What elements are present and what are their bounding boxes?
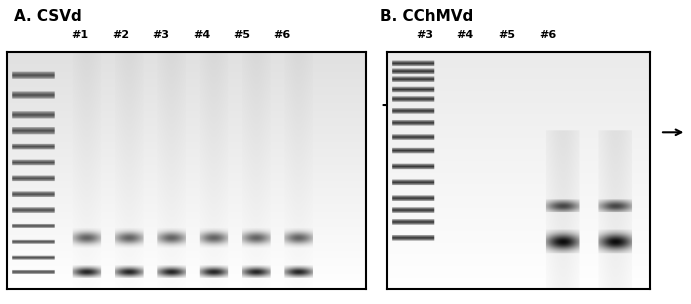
Text: #3: #3: [153, 29, 169, 40]
Text: #5: #5: [498, 29, 515, 40]
Text: #5: #5: [234, 29, 250, 40]
Text: A. CSVd: A. CSVd: [14, 9, 82, 24]
Text: #6: #6: [540, 29, 556, 40]
Text: #2: #2: [113, 29, 129, 40]
Text: B. CChMVd: B. CChMVd: [380, 9, 473, 24]
Text: #3: #3: [417, 29, 433, 40]
Text: #1: #1: [71, 29, 88, 40]
Text: #6: #6: [274, 29, 290, 40]
Text: #4: #4: [193, 29, 210, 40]
Text: #4: #4: [457, 29, 473, 40]
